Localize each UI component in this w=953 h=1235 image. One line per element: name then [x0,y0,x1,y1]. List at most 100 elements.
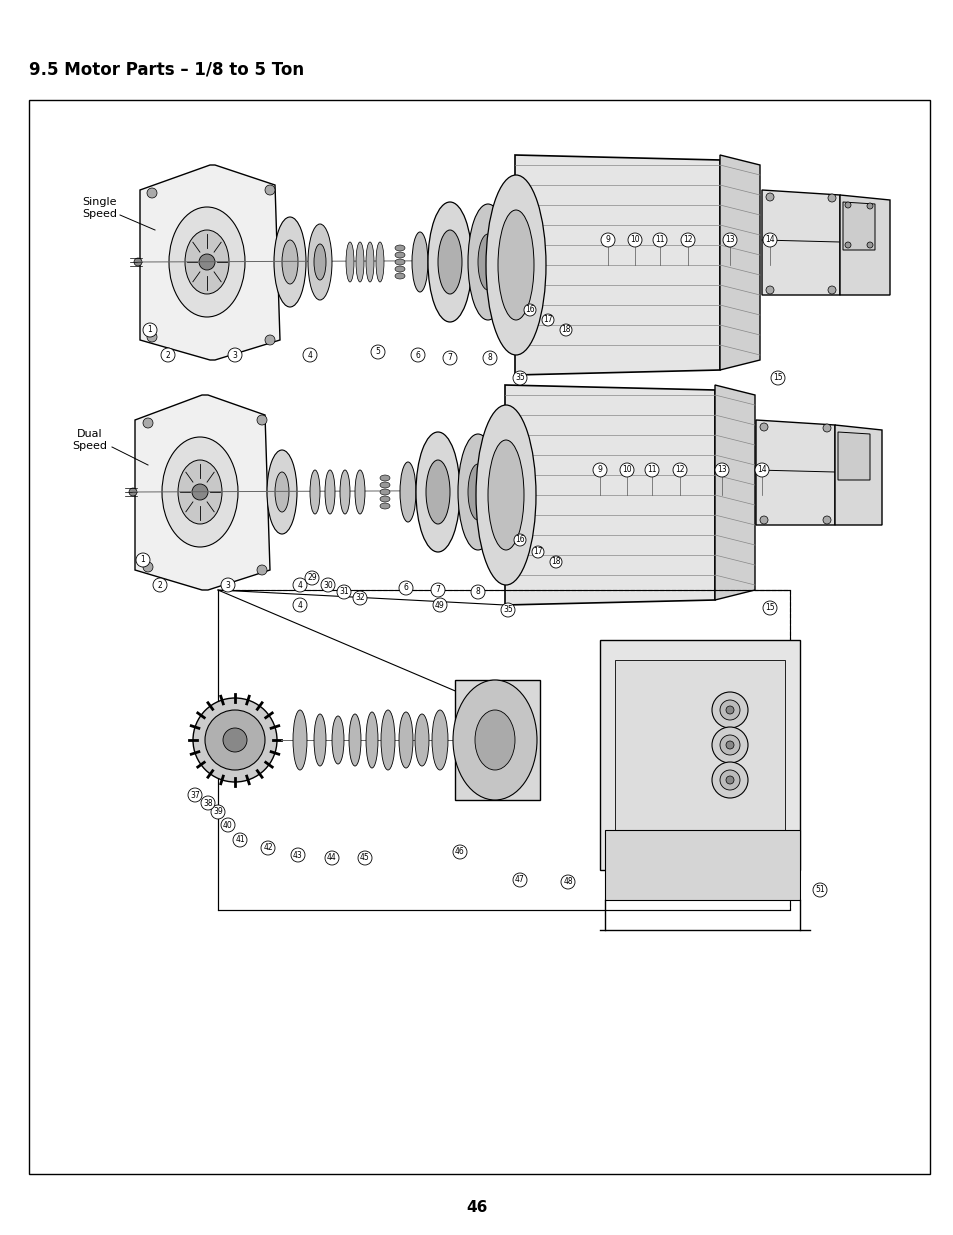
Circle shape [866,203,872,209]
Circle shape [714,463,728,477]
Circle shape [844,203,850,207]
Ellipse shape [379,496,390,501]
Ellipse shape [314,714,326,766]
Ellipse shape [379,482,390,488]
Text: 37: 37 [190,790,200,799]
Circle shape [765,287,773,294]
Text: 39: 39 [213,808,223,816]
Text: 42: 42 [263,844,273,852]
Text: 10: 10 [621,466,631,474]
Circle shape [754,463,768,477]
Ellipse shape [274,472,289,513]
Ellipse shape [366,242,374,282]
Text: 47: 47 [515,876,524,884]
Polygon shape [455,680,539,800]
Text: 35: 35 [502,605,513,615]
Text: 44: 44 [327,853,336,862]
Circle shape [559,324,572,336]
Circle shape [320,578,335,592]
Text: 18: 18 [560,326,570,335]
Text: 4: 4 [307,351,313,359]
Text: 16: 16 [515,536,524,545]
Ellipse shape [332,716,344,764]
Text: 3: 3 [225,580,231,589]
Circle shape [433,598,447,613]
Circle shape [652,233,666,247]
Circle shape [256,564,267,576]
Circle shape [136,553,150,567]
Circle shape [711,762,747,798]
Ellipse shape [476,405,536,585]
Polygon shape [840,195,889,295]
Ellipse shape [426,459,450,524]
Text: 41: 41 [235,836,245,845]
Ellipse shape [355,242,364,282]
Circle shape [357,851,372,864]
Polygon shape [135,395,270,590]
Text: 2: 2 [166,351,171,359]
Text: 6: 6 [416,351,420,359]
Circle shape [513,370,526,385]
Ellipse shape [497,210,534,320]
Ellipse shape [314,245,326,280]
Ellipse shape [366,713,377,768]
Circle shape [500,603,515,618]
Text: 45: 45 [359,853,370,862]
Ellipse shape [453,680,537,800]
Ellipse shape [282,240,297,284]
Text: 49: 49 [435,600,444,610]
Polygon shape [761,190,840,295]
Circle shape [265,185,274,195]
Text: Dual
Speed: Dual Speed [72,430,108,451]
Circle shape [760,516,767,524]
Text: 48: 48 [562,878,572,887]
Circle shape [672,463,686,477]
Polygon shape [837,432,869,480]
Circle shape [143,324,157,337]
Circle shape [261,841,274,855]
Circle shape [560,876,575,889]
Circle shape [482,351,497,366]
Bar [29,100,929,1174]
Circle shape [205,710,265,769]
Circle shape [201,797,214,810]
Text: 46: 46 [466,1200,487,1215]
Ellipse shape [162,437,237,547]
Text: 35: 35 [515,373,524,383]
Circle shape [541,314,554,326]
Text: 13: 13 [724,236,734,245]
Polygon shape [515,156,720,375]
Text: 29: 29 [307,573,316,583]
Text: 15: 15 [772,373,782,383]
Text: 46: 46 [455,847,464,857]
Circle shape [442,351,456,366]
Ellipse shape [267,450,296,534]
Text: 15: 15 [764,604,774,613]
Circle shape [532,546,543,558]
Circle shape [844,242,850,248]
Polygon shape [714,385,754,600]
Ellipse shape [178,459,222,524]
Text: 16: 16 [525,305,535,315]
Circle shape [371,345,385,359]
Ellipse shape [185,230,229,294]
Polygon shape [604,830,800,900]
Polygon shape [599,640,800,869]
Circle shape [514,534,525,546]
Circle shape [228,348,242,362]
Polygon shape [834,425,882,525]
Ellipse shape [395,273,405,279]
Text: 8: 8 [487,353,492,363]
Ellipse shape [308,224,332,300]
Circle shape [353,592,367,605]
Text: 4: 4 [297,600,302,610]
Text: 17: 17 [542,315,552,325]
Text: 17: 17 [533,547,542,557]
Ellipse shape [477,233,497,290]
Polygon shape [504,385,714,605]
Circle shape [193,698,276,782]
Text: 1: 1 [148,326,152,335]
Circle shape [725,706,733,714]
Text: 32: 32 [355,594,364,603]
Circle shape [593,463,606,477]
